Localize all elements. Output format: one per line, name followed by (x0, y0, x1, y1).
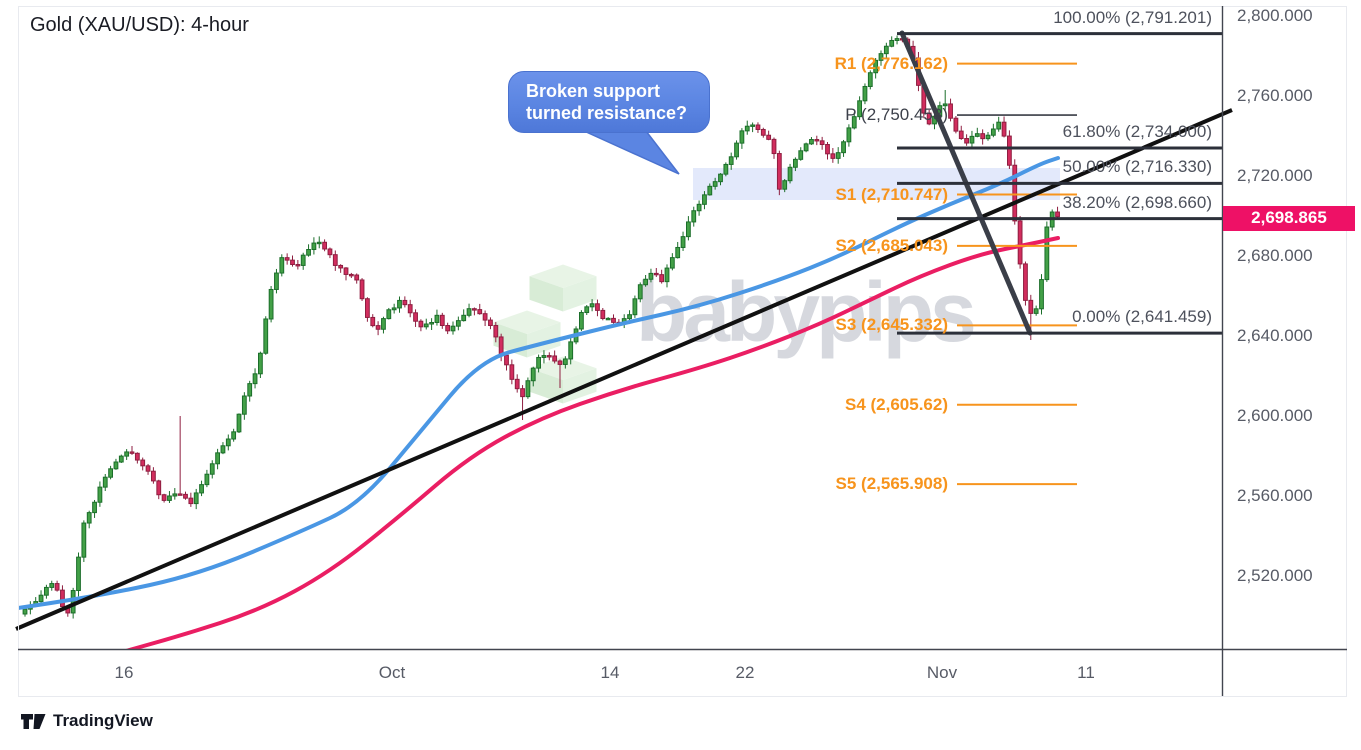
annotation-line-1: Broken support (526, 81, 661, 101)
last-price-badge: 2,698.865 (1223, 205, 1355, 231)
annotation-callout-tail (583, 130, 680, 175)
rising-trendline[interactable] (15, 108, 1233, 631)
slow-moving-average-line (125, 236, 1060, 649)
tradingview-logo-text: TradingView (53, 711, 153, 730)
babypips-watermark-text: babypips (636, 265, 974, 359)
babypips-watermark (493, 264, 597, 404)
last-price-value: 2,698.865 (1251, 208, 1327, 228)
plot-area[interactable]: babypips (18, 35, 1060, 684)
candles-series (22, 35, 1060, 619)
chart-frame (18, 6, 1347, 697)
tradingview-logo-icon (21, 714, 46, 729)
annotation-callout: Broken support turned resistance? (508, 71, 710, 133)
annotation-line-2: turned resistance? (526, 103, 688, 123)
chart-title: Gold (XAU/USD): 4-hour (30, 14, 249, 36)
fast-moving-average-line (18, 156, 1060, 610)
tradingview-attribution[interactable]: TradingView (20, 710, 153, 732)
